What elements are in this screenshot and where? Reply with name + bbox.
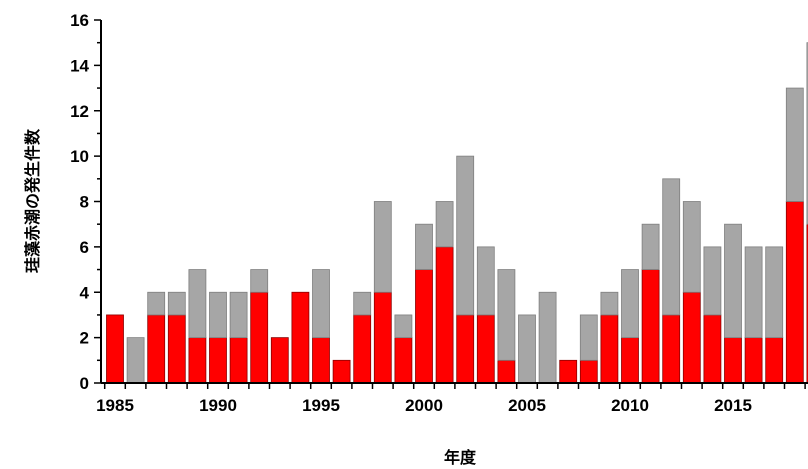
x-tick-label: 2000 [405,396,443,415]
bar-1988-series-1 [167,314,186,384]
bar-1997-series-1 [353,314,372,384]
y-tick-label: 12 [70,102,89,121]
bar-1992-series-1 [250,291,269,384]
bar-1991-series-2 [229,291,248,339]
y-axis-title: 珪藻赤潮の発生件数 [23,128,42,273]
bar-2015-series-1 [724,337,742,384]
bar-2011-series-1 [641,269,660,384]
bar-2004-series-2 [497,269,516,361]
bar-1993-series-1 [270,337,289,384]
bar-2018-series-1 [785,201,804,384]
bar-2005-series-2 [518,314,536,384]
bar-1994-series-1 [291,291,310,384]
x-tick-label: 1990 [199,396,237,415]
bar-2002-series-1 [456,314,475,384]
bar-2009-series-2 [600,291,619,316]
x-ticks: 1985 1990 1995 2000 2005 2010 2015 [96,383,806,415]
bars-group [106,42,808,384]
bar-2003-series-2 [476,246,495,316]
bar-1998-series-2 [373,201,392,293]
bar-2014-series-2 [703,246,722,316]
bar-2006-series-2 [538,291,557,384]
y-tick-label: 14 [70,56,89,75]
y-tick-label: 4 [80,283,90,302]
y-tick-label: 8 [80,193,89,212]
bar-2017-series-2 [765,246,784,339]
bar-2014-series-1 [703,314,722,384]
bar-2000-series-1 [415,269,433,384]
bar-2019-series-1 [806,223,808,384]
bar-1990-series-2 [209,291,227,339]
bar-2000-series-2 [415,223,433,270]
bar-2001-series-1 [435,246,454,384]
bar-1999-series-2 [394,314,413,339]
bar-2002-series-2 [456,155,475,316]
bar-1989-series-2 [188,269,207,339]
bar-2017-series-1 [765,337,784,384]
x-tick-label: 2005 [508,396,546,415]
bar-2010-series-2 [621,269,639,339]
bar-2011-series-2 [641,223,660,270]
bar-1995-series-2 [312,269,330,339]
bar-1998-series-1 [373,291,392,384]
bar-2004-series-1 [497,359,516,384]
bar-2019-series-2 [806,42,808,225]
bar-2016-series-1 [744,337,763,384]
bar-2012-series-2 [662,178,681,316]
bar-2013-series-1 [682,291,701,384]
bar-1989-series-1 [188,337,207,384]
bar-1996-series-1 [332,359,351,384]
y-tick-label: 16 [70,11,89,30]
x-tick-label: 1995 [302,396,340,415]
bar-1986-series-2 [126,337,145,384]
y-tick-label: 10 [70,147,89,166]
bar-2008-series-2 [579,314,598,361]
bar-2008-series-1 [579,359,598,384]
bar-1990-series-1 [209,337,227,384]
bar-2003-series-1 [476,314,495,384]
bar-2009-series-1 [600,314,619,384]
bar-1987-series-1 [147,314,166,384]
bar-1988-series-2 [167,291,186,316]
x-tick-label: 2015 [714,396,752,415]
y-tick-label: 6 [80,238,89,257]
bar-2015-series-2 [724,223,742,339]
bar-2016-series-2 [744,246,763,339]
bar-2013-series-2 [682,201,701,293]
bar-2001-series-2 [435,201,454,248]
bar-1985-series-1 [106,314,124,384]
bar-1991-series-1 [229,337,248,384]
y-ticks: 0 2 4 6 8 10 12 14 16 [70,11,101,393]
bar-2007-series-1 [559,359,578,384]
y-tick-label: 0 [80,374,89,393]
bar-1987-series-2 [147,291,166,316]
bar-2012-series-1 [662,314,681,384]
x-tick-label: 2010 [611,396,649,415]
bar-2018-series-2 [785,87,804,202]
bar-1995-series-1 [312,337,330,384]
bar-1997-series-2 [353,291,372,316]
y-tick-label: 2 [80,329,89,348]
bar-1999-series-1 [394,337,413,384]
bar-2010-series-1 [621,337,639,384]
bar-1992-series-2 [250,269,269,293]
x-tick-label: 1985 [96,396,134,415]
x-axis-title: 年度 [444,448,477,467]
